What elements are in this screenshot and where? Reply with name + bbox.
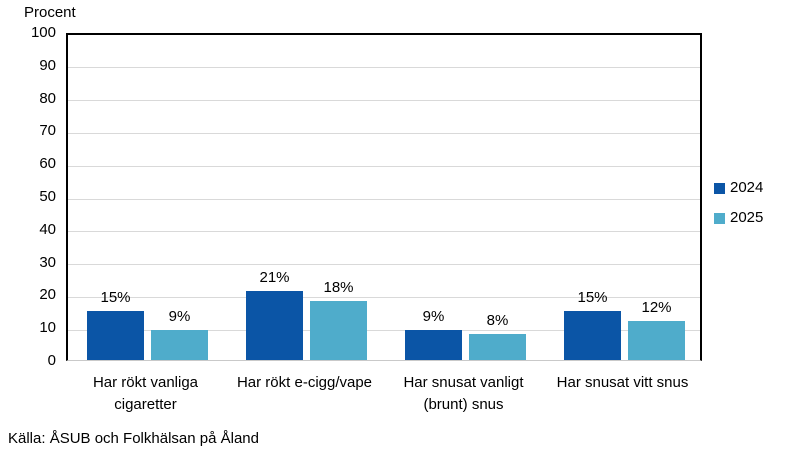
y-tick-label: 20 xyxy=(39,286,56,304)
gridline xyxy=(68,132,700,134)
legend-label: 2025 xyxy=(730,209,764,226)
legend-swatch-2025 xyxy=(714,212,725,224)
y-tick-label: 0 xyxy=(47,352,56,369)
bar-data-label: 9% xyxy=(168,308,191,326)
gridline xyxy=(68,67,700,69)
bar-data-label: 8% xyxy=(486,311,509,329)
legend: 2024 2025 xyxy=(714,179,763,227)
gridline xyxy=(68,231,700,233)
plot-area: 15% 21% 9% 15% 9% 18% 8% 12% xyxy=(66,33,702,361)
bar-2025-category-3 xyxy=(628,320,685,360)
y-axis-title: Procent xyxy=(24,4,76,21)
y-tick-label: 50 xyxy=(39,188,56,205)
legend-swatch-2024 xyxy=(714,182,725,194)
gridline xyxy=(68,329,700,331)
bar-2024-category-3 xyxy=(564,310,621,360)
y-tick-label: 40 xyxy=(39,220,56,238)
y-tick-label: 70 xyxy=(39,122,56,140)
category-label: Har snusat vanligt (brunt) snus xyxy=(403,374,524,413)
bar-data-label: 15% xyxy=(100,288,131,306)
y-tick-label: 10 xyxy=(39,319,56,337)
gridline xyxy=(68,198,700,200)
legend-label: 2024 xyxy=(730,179,764,196)
legend-item-2024: 2024 xyxy=(714,179,763,197)
gridline xyxy=(68,264,700,266)
gridline xyxy=(68,296,700,298)
bar-data-label: 9% xyxy=(422,308,445,326)
bar-2025-category-1 xyxy=(310,300,367,360)
bar-data-label: 15% xyxy=(577,288,608,306)
bar-data-label: 12% xyxy=(641,298,672,316)
y-tick-label: 100 xyxy=(30,24,56,41)
bar-2024-category-2 xyxy=(405,330,462,360)
y-tick-label: 80 xyxy=(39,89,56,107)
legend-item-2025: 2025 xyxy=(714,209,763,227)
x-axis-labels: Har rökt vanliga cigaretter Har rökt e-c… xyxy=(66,372,702,416)
y-tick-label: 30 xyxy=(39,253,56,271)
bar-data-label: 18% xyxy=(323,278,354,296)
gridline xyxy=(68,100,700,102)
bar-2024-category-1 xyxy=(246,291,303,360)
y-tick-label: 90 xyxy=(39,56,56,74)
gridline xyxy=(68,165,700,167)
bar-data-label: 21% xyxy=(259,269,290,287)
source-note: Källa: ÅSUB och Folkhälsan på Åland xyxy=(8,430,259,447)
bar-2025-category-2 xyxy=(469,333,526,360)
bar-2024-category-0 xyxy=(87,310,144,360)
y-tick-label: 60 xyxy=(39,155,56,173)
category-label: Har snusat vitt snus xyxy=(556,374,689,391)
category-label: Har rökt e-cigg/vape xyxy=(236,374,373,391)
bar-2025-category-0 xyxy=(151,330,208,360)
category-label: Har rökt vanliga cigaretter xyxy=(92,374,199,413)
